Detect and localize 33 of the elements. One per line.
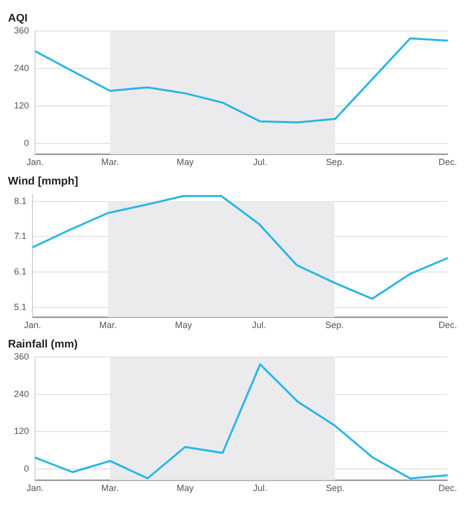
y-tick-label: 120 xyxy=(14,426,30,436)
x-tick-label: Mar. xyxy=(99,320,117,330)
y-tick-label: 0 xyxy=(24,138,30,148)
x-tick-label: Dec. xyxy=(438,157,458,168)
x-tick-label: Jan. xyxy=(26,483,44,494)
x-tick-label: Jan. xyxy=(24,320,42,330)
x-tick-label: Jul. xyxy=(253,483,268,494)
x-tick-label: Sep. xyxy=(325,320,344,330)
x-tick-label: Jul. xyxy=(252,320,266,330)
x-tick-label: May xyxy=(176,483,194,494)
chart-title: Rainfall (mm) xyxy=(8,338,78,351)
x-tick-label: Dec. xyxy=(438,320,458,330)
y-tick-label: 240 xyxy=(14,388,30,399)
y-tick-label: 360 xyxy=(14,352,30,362)
y-tick-label: 5.1 xyxy=(14,302,27,312)
x-tick-label: Jul. xyxy=(253,157,268,168)
y-tick-label: 7.1 xyxy=(14,231,27,242)
y-tick-label: 360 xyxy=(14,26,30,36)
y-tick-label: 8.1 xyxy=(14,196,27,206)
x-tick-label: Sep. xyxy=(326,157,344,168)
y-tick-label: 240 xyxy=(14,63,30,74)
chart-title: AQI xyxy=(8,12,28,25)
y-tick-label: 120 xyxy=(14,100,30,111)
y-tick-label: 0 xyxy=(24,464,30,474)
x-tick-label: Mar. xyxy=(101,157,119,168)
x-tick-label: May xyxy=(175,320,192,330)
x-tick-label: Mar. xyxy=(101,483,119,494)
y-tick-label: 6.1 xyxy=(14,266,27,277)
chart-title: Wind [mmph] xyxy=(8,176,78,188)
x-tick-label: Jan. xyxy=(26,157,44,168)
x-tick-label: Sep. xyxy=(326,483,344,494)
x-tick-label: Dec. xyxy=(438,483,458,494)
x-tick-label: May xyxy=(176,157,194,168)
